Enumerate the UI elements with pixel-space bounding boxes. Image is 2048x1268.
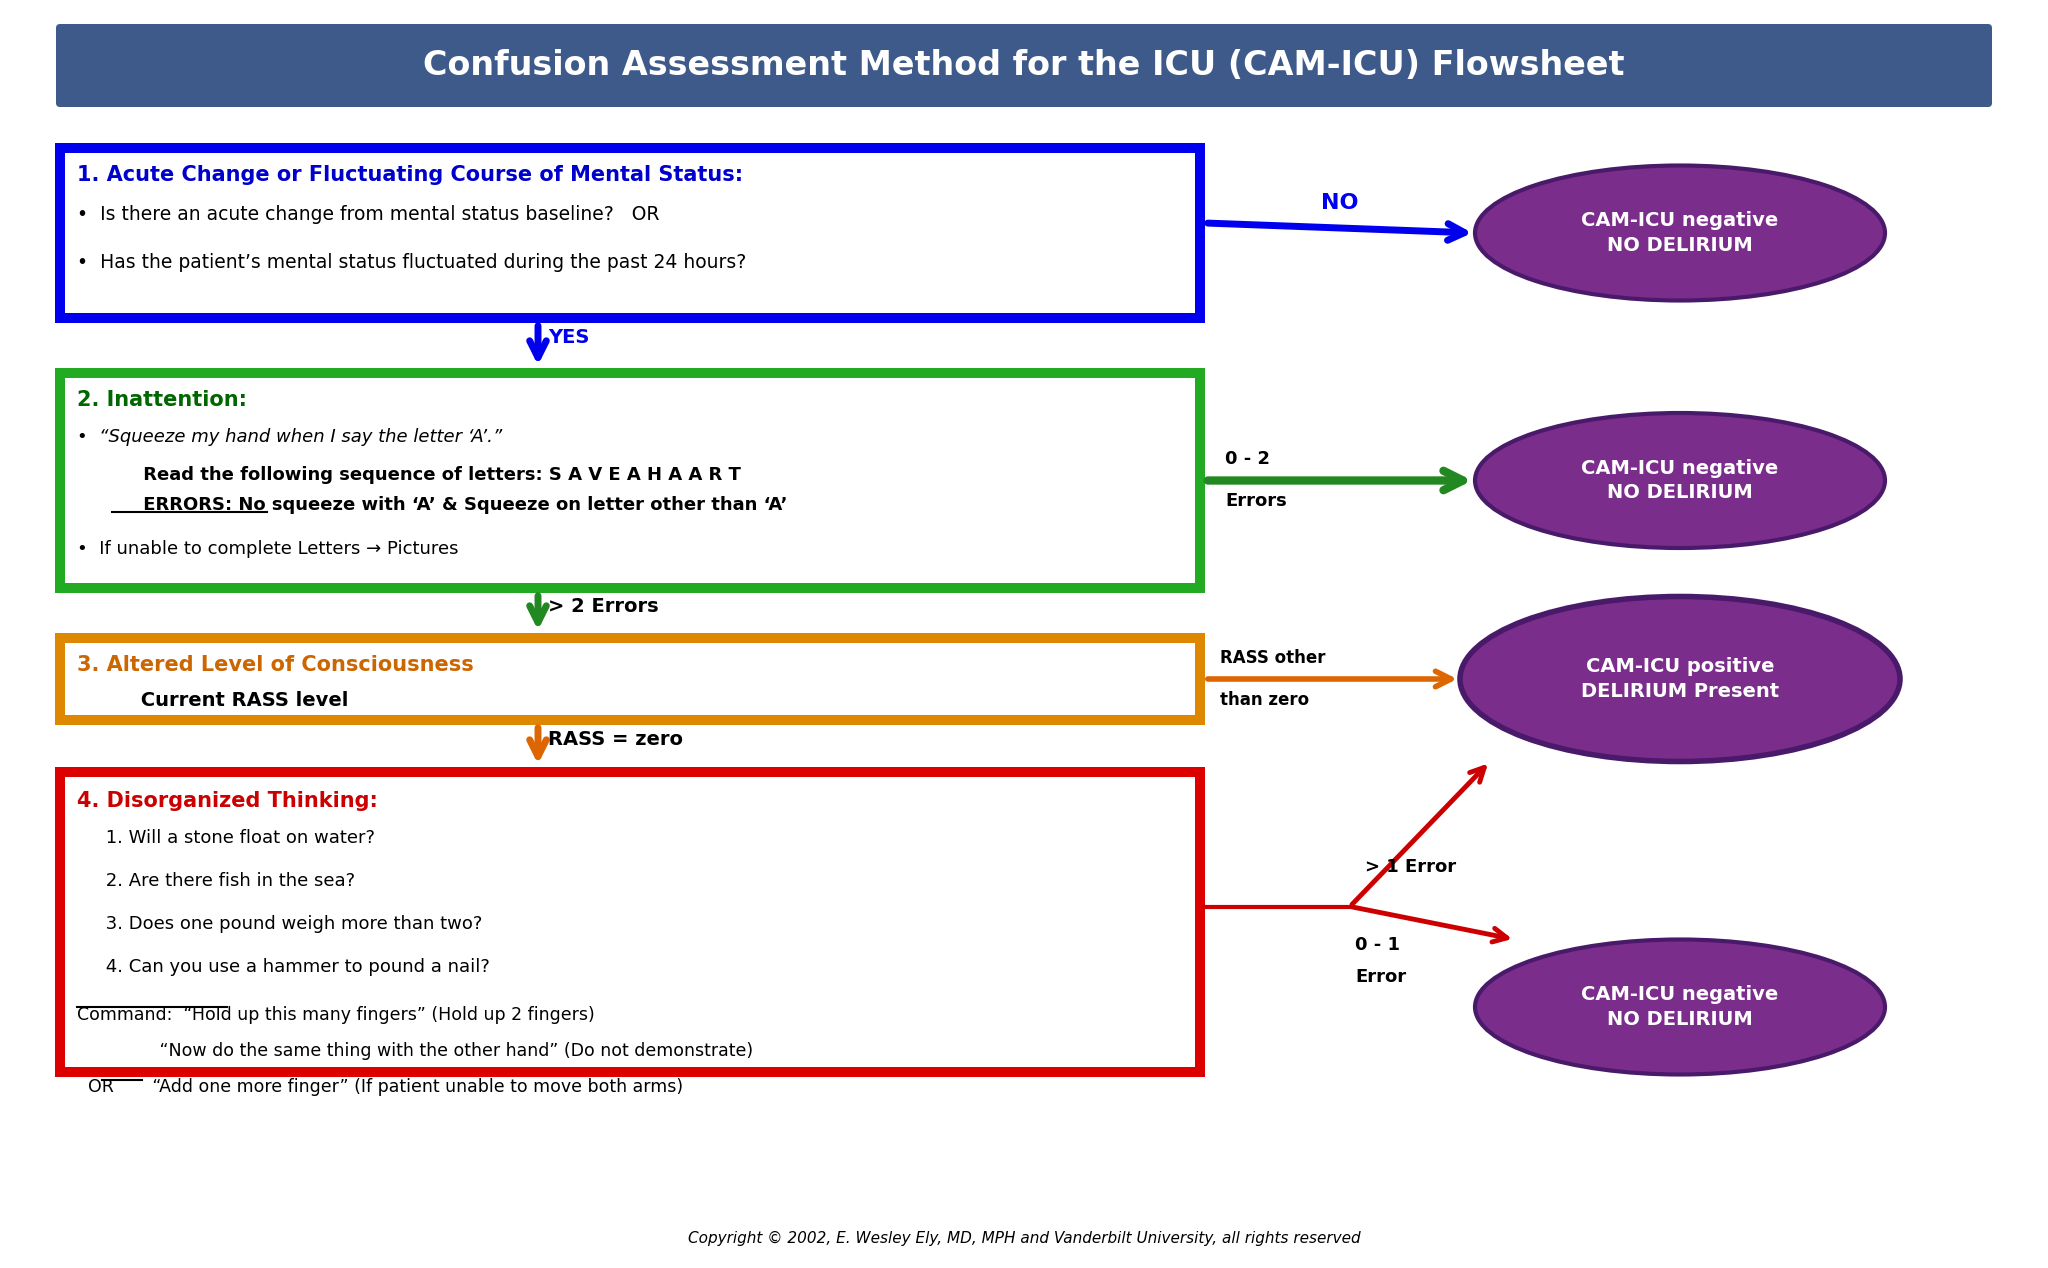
Text: 3. Altered Level of Consciousness: 3. Altered Level of Consciousness bbox=[78, 656, 473, 675]
Text: NO: NO bbox=[1321, 193, 1358, 213]
Text: 4. Can you use a hammer to pound a nail?: 4. Can you use a hammer to pound a nail? bbox=[78, 959, 489, 976]
Text: •  If unable to complete Letters → Pictures: • If unable to complete Letters → Pictur… bbox=[78, 540, 459, 558]
Text: than zero: than zero bbox=[1221, 691, 1309, 709]
Ellipse shape bbox=[1475, 413, 1884, 548]
Text: •  Has the patient’s mental status fluctuated during the past 24 hours?: • Has the patient’s mental status fluctu… bbox=[78, 254, 745, 273]
Text: •  “Squeeze my hand when I say the letter ‘A’.”: • “Squeeze my hand when I say the letter… bbox=[78, 429, 502, 446]
Text: 0 - 2: 0 - 2 bbox=[1225, 450, 1270, 468]
Text: 2. Inattention:: 2. Inattention: bbox=[78, 391, 248, 410]
Text: ERRORS: No squeeze with ‘A’ & Squeeze on letter other than ‘A’: ERRORS: No squeeze with ‘A’ & Squeeze on… bbox=[113, 496, 788, 514]
Text: CAM-ICU negative
NO DELIRIUM: CAM-ICU negative NO DELIRIUM bbox=[1581, 985, 1778, 1030]
Text: Read the following sequence of letters: S A V E A H A A R T: Read the following sequence of letters: … bbox=[113, 467, 741, 484]
Polygon shape bbox=[55, 767, 1204, 1077]
Polygon shape bbox=[55, 368, 1204, 593]
Polygon shape bbox=[66, 378, 1194, 583]
Text: > 1 Error: > 1 Error bbox=[1366, 858, 1456, 876]
Ellipse shape bbox=[1460, 596, 1901, 762]
Polygon shape bbox=[55, 633, 1204, 725]
Text: “Now do the same thing with the other hand” (Do not demonstrate): “Now do the same thing with the other ha… bbox=[78, 1042, 754, 1060]
Text: Error: Error bbox=[1356, 969, 1407, 987]
Polygon shape bbox=[55, 143, 1204, 323]
Text: 1. Will a stone float on water?: 1. Will a stone float on water? bbox=[78, 829, 375, 847]
Text: OR       “Add one more finger” (If patient unable to move both arms): OR “Add one more finger” (If patient una… bbox=[78, 1078, 684, 1096]
Text: RASS other: RASS other bbox=[1221, 649, 1325, 667]
Polygon shape bbox=[66, 153, 1194, 313]
Text: 4. Disorganized Thinking:: 4. Disorganized Thinking: bbox=[78, 791, 379, 812]
Text: •  Is there an acute change from mental status baseline?   OR: • Is there an acute change from mental s… bbox=[78, 205, 659, 224]
Polygon shape bbox=[66, 777, 1194, 1066]
Text: CAM-ICU positive
DELIRIUM Present: CAM-ICU positive DELIRIUM Present bbox=[1581, 657, 1780, 701]
Polygon shape bbox=[66, 643, 1194, 715]
Ellipse shape bbox=[1475, 166, 1884, 301]
Text: 1. Acute Change or Fluctuating Course of Mental Status:: 1. Acute Change or Fluctuating Course of… bbox=[78, 165, 743, 185]
Text: Confusion Assessment Method for the ICU (CAM-ICU) Flowsheet: Confusion Assessment Method for the ICU … bbox=[424, 49, 1624, 82]
Text: > 2 Errors: > 2 Errors bbox=[549, 597, 659, 616]
Text: Errors: Errors bbox=[1225, 492, 1286, 511]
Text: Current RASS level: Current RASS level bbox=[106, 691, 348, 710]
Text: 0 - 1: 0 - 1 bbox=[1356, 937, 1401, 955]
Text: RASS = zero: RASS = zero bbox=[549, 730, 682, 749]
Text: 3. Does one pound weigh more than two?: 3. Does one pound weigh more than two? bbox=[78, 915, 483, 933]
Text: Command:  “Hold up this many fingers” (Hold up 2 fingers): Command: “Hold up this many fingers” (Ho… bbox=[78, 1006, 594, 1025]
FancyBboxPatch shape bbox=[55, 24, 1993, 107]
Text: Copyright © 2002, E. Wesley Ely, MD, MPH and Vanderbilt University, all rights r: Copyright © 2002, E. Wesley Ely, MD, MPH… bbox=[688, 1231, 1360, 1246]
Ellipse shape bbox=[1475, 940, 1884, 1074]
Text: YES: YES bbox=[549, 328, 590, 347]
Text: 2. Are there fish in the sea?: 2. Are there fish in the sea? bbox=[78, 872, 354, 890]
Text: CAM-ICU negative
NO DELIRIUM: CAM-ICU negative NO DELIRIUM bbox=[1581, 210, 1778, 255]
Text: CAM-ICU negative
NO DELIRIUM: CAM-ICU negative NO DELIRIUM bbox=[1581, 459, 1778, 502]
